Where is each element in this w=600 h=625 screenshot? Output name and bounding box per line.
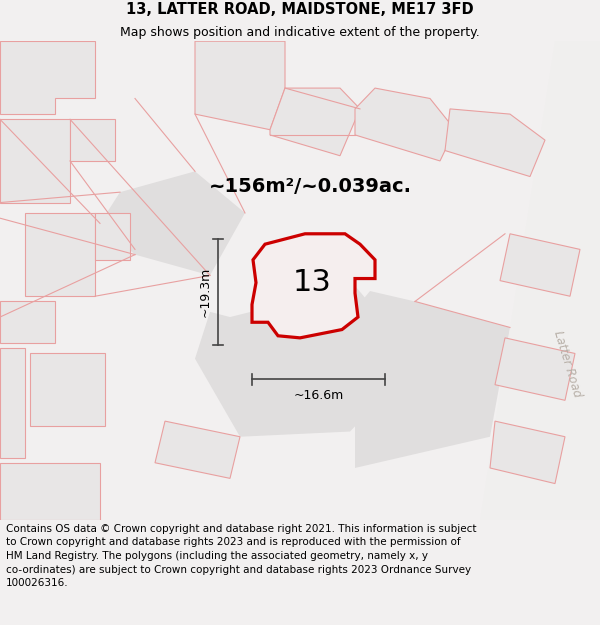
- Polygon shape: [25, 213, 95, 296]
- Polygon shape: [445, 109, 545, 176]
- Polygon shape: [0, 462, 100, 520]
- Text: 13, LATTER ROAD, MAIDSTONE, ME17 3FD: 13, LATTER ROAD, MAIDSTONE, ME17 3FD: [126, 2, 474, 17]
- Polygon shape: [340, 291, 510, 468]
- Polygon shape: [0, 301, 55, 343]
- Polygon shape: [355, 88, 455, 161]
- Polygon shape: [495, 338, 575, 400]
- Polygon shape: [0, 348, 25, 458]
- Polygon shape: [0, 119, 70, 202]
- Polygon shape: [252, 234, 375, 338]
- Polygon shape: [0, 41, 95, 114]
- Polygon shape: [95, 213, 130, 260]
- Text: ~16.6m: ~16.6m: [293, 389, 344, 402]
- Polygon shape: [70, 119, 115, 161]
- Polygon shape: [30, 354, 105, 426]
- Polygon shape: [195, 41, 285, 130]
- Text: Map shows position and indicative extent of the property.: Map shows position and indicative extent…: [120, 26, 480, 39]
- Text: ~156m²/~0.039ac.: ~156m²/~0.039ac.: [209, 177, 412, 196]
- Text: 13: 13: [293, 268, 331, 298]
- Text: Contains OS data © Crown copyright and database right 2021. This information is : Contains OS data © Crown copyright and d…: [6, 524, 476, 588]
- Text: ~19.3m: ~19.3m: [199, 267, 212, 318]
- Text: Latter Road: Latter Road: [551, 329, 583, 399]
- Polygon shape: [100, 171, 245, 276]
- Polygon shape: [155, 421, 240, 478]
- Polygon shape: [500, 234, 580, 296]
- Polygon shape: [480, 41, 600, 520]
- Polygon shape: [490, 421, 565, 484]
- Polygon shape: [195, 286, 390, 437]
- Polygon shape: [270, 88, 360, 156]
